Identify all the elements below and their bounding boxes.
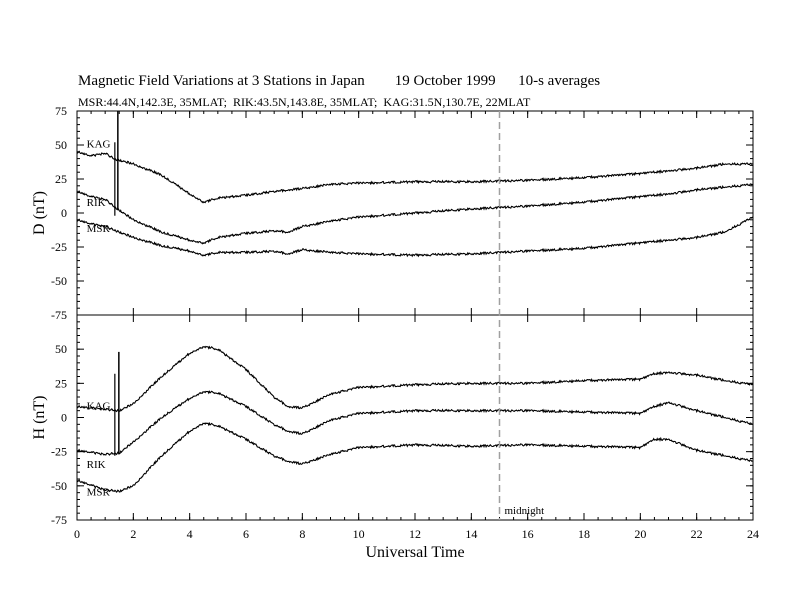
series-label-msr: MSR — [87, 486, 111, 498]
x-tick-label: 12 — [409, 527, 421, 541]
y-tick-label: -25 — [51, 240, 67, 254]
series-line-msr — [76, 216, 754, 258]
x-tick-label: 24 — [747, 527, 759, 541]
x-tick-label: 8 — [299, 527, 305, 541]
x-tick-label: 20 — [634, 527, 646, 541]
chart-title: Magnetic Field Variations at 3 Stations … — [78, 73, 601, 89]
panel-d: 75 50 25 0 -25 -50 -75 D (nT) KAG RIK MSR — [31, 104, 754, 322]
x-axis: 0 2 4 6 8 10 12 14 16 18 20 22 24 — [74, 111, 759, 541]
x-tick-label: 16 — [522, 527, 534, 541]
x-tick-label: 6 — [243, 527, 249, 541]
panel-h: 50 25 0 -25 -50 -75 H (nT) KAG RIK MSR — [31, 314, 754, 527]
midnight-label: midnight — [505, 505, 545, 517]
y-tick-label: -25 — [51, 445, 67, 459]
y-tick-label: 75 — [55, 104, 67, 118]
series-line-msr — [76, 421, 754, 493]
y-tick-label: 25 — [55, 376, 67, 390]
x-tick-label: 4 — [187, 527, 193, 541]
y-tick-label: 0 — [61, 411, 67, 425]
x-tick-label: 0 — [74, 527, 80, 541]
x-tick-label: 22 — [691, 527, 703, 541]
y-axis-label: H (nT) — [31, 396, 48, 440]
x-tick-label: 2 — [130, 527, 136, 541]
y-tick-label: -50 — [51, 479, 67, 493]
y-tick-label: -50 — [51, 274, 67, 288]
x-tick-label: 18 — [578, 527, 590, 541]
y-axis-label: D (nT) — [31, 191, 48, 235]
series-label-msr: MSR — [87, 223, 111, 235]
series-line-rik — [76, 390, 754, 456]
x-tick-label: 14 — [465, 527, 477, 541]
series-line-kag — [76, 150, 754, 204]
series-line-rik — [76, 183, 753, 245]
chart-subtitle: MSR:44.4N,142.3E, 35MLAT; RIK:43.5N,143.… — [78, 95, 531, 109]
series-label-rik: RIK — [87, 459, 106, 471]
y-tick-label: -75 — [51, 513, 67, 527]
y-tick-label: -75 — [51, 308, 67, 322]
y-tick-label: 25 — [55, 172, 67, 186]
y-tick-label: 50 — [55, 342, 67, 356]
y-tick-label: 0 — [61, 206, 67, 220]
x-tick-label: 10 — [353, 527, 365, 541]
series-label-rik: RIK — [87, 197, 106, 209]
x-axis-label: Universal Time — [365, 544, 464, 561]
panel-frame — [76, 314, 754, 521]
series-label-kag: KAG — [87, 400, 111, 412]
series-line-kag — [76, 345, 754, 413]
series-label-kag: KAG — [87, 139, 111, 151]
y-tick-label: 50 — [55, 138, 67, 152]
